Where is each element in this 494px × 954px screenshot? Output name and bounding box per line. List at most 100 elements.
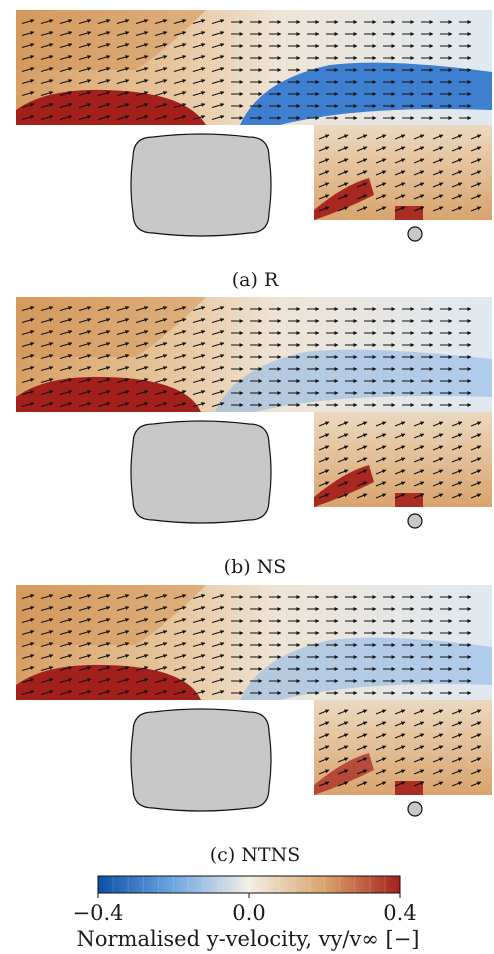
- vector: [394, 469, 406, 475]
- vector: [135, 630, 149, 635]
- vector: [470, 745, 482, 751]
- vector: [318, 206, 330, 212]
- vector: [21, 342, 35, 347]
- vector: [318, 733, 330, 739]
- vector: [154, 103, 168, 108]
- vector: [173, 678, 187, 683]
- vector: [59, 67, 73, 72]
- vector: [337, 721, 349, 727]
- vector: [375, 158, 387, 164]
- vector: [451, 206, 463, 212]
- vector: [116, 630, 130, 635]
- vector: [211, 31, 225, 36]
- vector: [337, 146, 349, 152]
- vector: [59, 318, 73, 323]
- vector: [211, 103, 225, 108]
- vector: [192, 31, 206, 36]
- vector: [470, 493, 482, 499]
- vector: [470, 158, 482, 164]
- vector: [78, 366, 92, 371]
- vector: [337, 781, 349, 787]
- vector: [211, 354, 225, 359]
- vector: [21, 690, 35, 695]
- vector: [97, 91, 111, 96]
- vector: [21, 103, 35, 108]
- vector: [59, 390, 73, 395]
- vector: [432, 745, 444, 751]
- vector: [97, 654, 111, 659]
- vector: [356, 206, 368, 212]
- vector: [116, 330, 130, 335]
- vector: [78, 43, 92, 48]
- vector: [154, 666, 168, 671]
- vector: [337, 457, 349, 463]
- vector: [21, 642, 35, 647]
- vector: [375, 781, 387, 787]
- vector: [192, 67, 206, 72]
- vector: [173, 690, 187, 695]
- vector: [318, 146, 330, 152]
- vector: [78, 306, 92, 311]
- vector: [394, 158, 406, 164]
- vector: [451, 709, 463, 715]
- vector: [192, 690, 206, 695]
- vector: [135, 115, 149, 120]
- vector: [192, 43, 206, 48]
- vector: [451, 182, 463, 188]
- vector: [78, 690, 92, 695]
- vector: [21, 67, 35, 72]
- vector: [97, 666, 111, 671]
- vector: [432, 170, 444, 176]
- vector: [451, 146, 463, 152]
- vector: [59, 103, 73, 108]
- vector: [78, 402, 92, 407]
- vector: [413, 146, 425, 152]
- vector: [154, 55, 168, 60]
- vector: [40, 690, 54, 695]
- vector: [21, 306, 35, 311]
- vector: [21, 354, 35, 359]
- cylinder-marker: [407, 513, 423, 529]
- vector: [394, 206, 406, 212]
- vector: [394, 146, 406, 152]
- vector: [211, 19, 225, 24]
- vector: [394, 170, 406, 176]
- vector: [135, 594, 149, 599]
- field-region-red-lower-right: [395, 781, 423, 795]
- vector: [413, 493, 425, 499]
- vector: [116, 678, 130, 683]
- vector: [59, 31, 73, 36]
- vector: [318, 182, 330, 188]
- vector: [375, 733, 387, 739]
- vector: [356, 182, 368, 188]
- vector: [59, 366, 73, 371]
- vector: [451, 421, 463, 427]
- vector: [394, 182, 406, 188]
- vector: [173, 318, 187, 323]
- vector: [40, 91, 54, 96]
- vector: [375, 134, 387, 140]
- vector: [154, 642, 168, 647]
- vector: [318, 769, 330, 775]
- vector: [470, 421, 482, 427]
- vector: [356, 781, 368, 787]
- vector: [375, 709, 387, 715]
- field-region-red: [16, 664, 201, 700]
- vector: [413, 170, 425, 176]
- vector: [154, 366, 168, 371]
- vector: [356, 421, 368, 427]
- vector: [211, 115, 225, 120]
- vector: [40, 67, 54, 72]
- vector: [173, 630, 187, 635]
- vector: [451, 170, 463, 176]
- vector: [21, 618, 35, 623]
- vector: [116, 342, 130, 347]
- vector: [356, 493, 368, 499]
- vector: [356, 194, 368, 200]
- vector: [211, 654, 225, 659]
- vector: [413, 721, 425, 727]
- vector: [413, 445, 425, 451]
- vector: [97, 378, 111, 383]
- vector: [97, 67, 111, 72]
- vector: [21, 630, 35, 635]
